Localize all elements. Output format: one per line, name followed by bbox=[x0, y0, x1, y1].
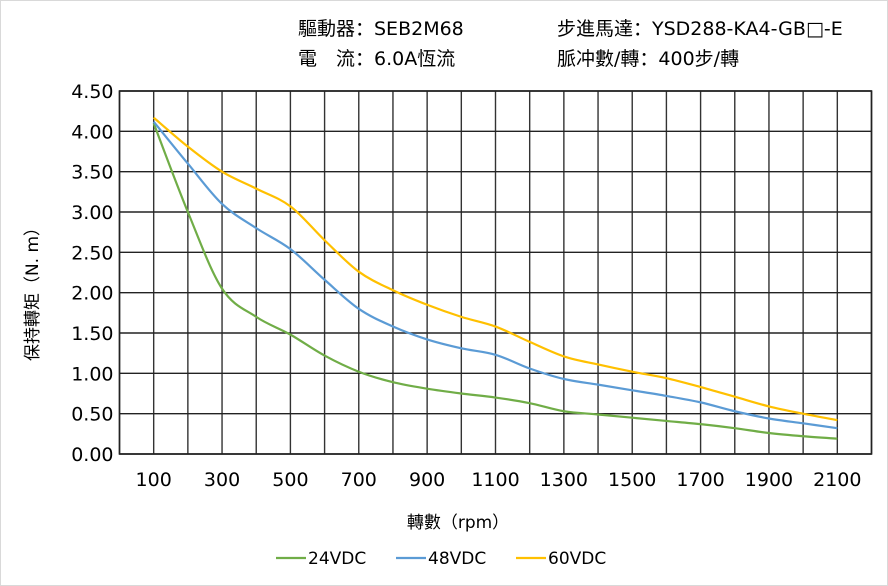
x-tick-label: 2100 bbox=[813, 469, 861, 491]
x-tick-label: 100 bbox=[136, 469, 172, 491]
x-tick-label: 1700 bbox=[676, 469, 724, 491]
y-tick-label: 3.00 bbox=[71, 202, 113, 224]
series-line-48VDC bbox=[152, 120, 838, 430]
y-tick-label: 4.00 bbox=[71, 121, 113, 143]
x-tick-label: 1900 bbox=[745, 469, 793, 491]
plot-border bbox=[118, 90, 873, 455]
legend-label: 24VDC bbox=[308, 549, 366, 569]
y-tick-label: 2.50 bbox=[71, 242, 113, 264]
legend-label: 48VDC bbox=[428, 549, 486, 569]
x-tick-label: 1100 bbox=[471, 469, 519, 491]
y-tick-label: 4.50 bbox=[71, 81, 113, 103]
y-axis-label: 保持轉矩（N. m） bbox=[23, 219, 43, 361]
x-tick-label: 300 bbox=[204, 469, 240, 491]
x-tick-label: 500 bbox=[272, 469, 308, 491]
motor-label: 步進馬達：YSD288-KA4-GB□-E bbox=[557, 18, 843, 40]
x-tick-label: 1300 bbox=[540, 469, 588, 491]
x-tick-label: 700 bbox=[341, 469, 377, 491]
y-tick-label: 1.00 bbox=[71, 363, 113, 385]
driver-label: 驅動器：SEB2M68 bbox=[298, 18, 464, 40]
x-axis-label: 轉數（rpm） bbox=[407, 513, 509, 533]
legend-label: 60VDC bbox=[548, 549, 606, 569]
series-line-24VDC bbox=[152, 122, 838, 440]
y-tick-label: 2.00 bbox=[71, 283, 113, 305]
current-label: 電 流：6.0A恆流 bbox=[298, 48, 456, 70]
pulses-label: 脈冲數/轉：400步/轉 bbox=[557, 48, 740, 70]
y-tick-label: 3.50 bbox=[71, 162, 113, 184]
x-tick-label: 900 bbox=[409, 469, 445, 491]
x-tick-label: 1500 bbox=[608, 469, 656, 491]
y-tick-label: 0.00 bbox=[71, 444, 113, 466]
series-line-60VDC bbox=[152, 116, 838, 422]
y-tick-label: 0.50 bbox=[71, 404, 113, 426]
y-tick-label: 1.50 bbox=[71, 323, 113, 345]
